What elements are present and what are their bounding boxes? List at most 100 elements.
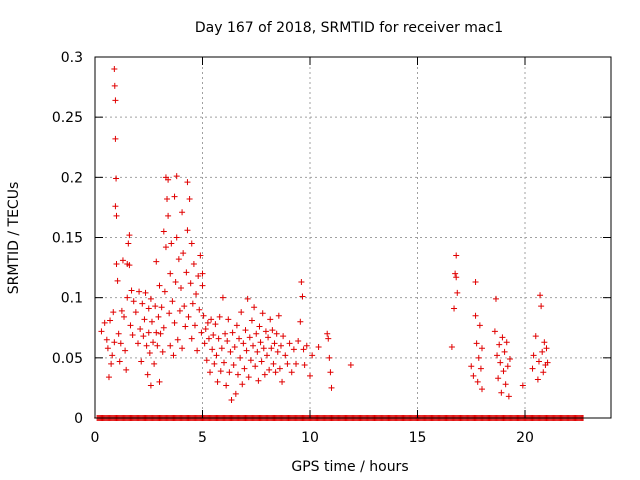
data-point — [244, 295, 251, 302]
data-point — [298, 279, 305, 286]
data-point — [193, 291, 200, 298]
data-point — [126, 262, 133, 269]
data-point — [103, 336, 110, 343]
data-point — [347, 362, 354, 369]
data-point — [256, 323, 263, 330]
data-point — [147, 382, 154, 389]
data-point — [191, 322, 198, 329]
data-point — [498, 389, 505, 396]
data-point — [112, 97, 119, 104]
data-point — [160, 324, 167, 331]
axis-ticks: 0 0.05 0.1 0.15 0.2 0.25 0.3 0 5 10 15 20 — [52, 50, 611, 446]
data-point — [253, 330, 260, 337]
data-point — [148, 318, 155, 325]
data-point — [174, 336, 181, 343]
data-point — [184, 179, 191, 186]
grid — [95, 57, 611, 418]
data-point — [116, 358, 123, 365]
data-point — [529, 365, 536, 372]
data-point — [219, 294, 226, 301]
data-point — [176, 307, 183, 314]
data-point — [254, 348, 261, 355]
data-point — [199, 282, 206, 289]
data-point — [273, 330, 280, 337]
data-point — [138, 358, 145, 365]
y-tick-label: 0.1 — [61, 291, 83, 307]
data-point — [266, 366, 273, 373]
data-point — [161, 288, 168, 295]
plot-frame — [94, 56, 612, 419]
data-point — [167, 342, 174, 349]
data-point — [109, 352, 116, 359]
data-point — [150, 339, 157, 346]
data-point — [538, 303, 545, 310]
data-point — [504, 363, 511, 370]
data-point — [297, 318, 304, 325]
data-point — [127, 322, 134, 329]
data-point — [121, 313, 128, 320]
data-point — [154, 342, 161, 349]
data-point — [129, 331, 136, 338]
data-point — [286, 340, 293, 347]
data-point — [205, 335, 212, 342]
data-point — [190, 260, 197, 267]
data-point — [216, 313, 223, 320]
data-point — [173, 234, 180, 241]
data-point — [111, 66, 118, 73]
data-point — [179, 345, 186, 352]
data-point — [476, 322, 483, 329]
data-point — [293, 360, 300, 367]
data-point — [494, 352, 501, 359]
data-point — [170, 352, 177, 359]
data-point — [145, 329, 152, 336]
data-point — [267, 316, 274, 323]
data-point — [221, 359, 227, 366]
data-point — [125, 240, 132, 247]
data-point — [212, 321, 219, 328]
data-point — [270, 360, 277, 367]
data-point — [451, 305, 458, 312]
data-point — [187, 280, 194, 287]
data-point — [479, 345, 485, 352]
data-point — [269, 327, 276, 334]
data-point — [288, 369, 295, 376]
data-point — [475, 354, 482, 361]
data-point — [184, 227, 191, 234]
data-point — [222, 330, 229, 337]
data-point — [496, 341, 503, 348]
data-point — [492, 295, 499, 302]
data-point — [153, 258, 160, 265]
data-point — [239, 381, 246, 388]
data-point — [232, 390, 239, 397]
data-point — [122, 347, 129, 354]
data-point — [479, 386, 485, 393]
y-axis-title: SRMTID / TECUs — [6, 182, 22, 295]
data-point — [124, 294, 131, 301]
data-point — [500, 368, 507, 375]
data-point — [324, 330, 331, 337]
data-point — [172, 279, 179, 286]
data-point — [497, 359, 504, 366]
y-tick-label: 0.25 — [52, 110, 83, 126]
data-point — [166, 310, 173, 317]
data-point — [112, 135, 119, 142]
data-point — [135, 340, 141, 347]
data-point — [118, 307, 125, 314]
data-point — [200, 312, 207, 319]
data-point — [105, 374, 112, 381]
data-point — [501, 348, 508, 355]
data-point — [279, 378, 286, 385]
data-point — [171, 319, 178, 326]
data-point — [153, 329, 160, 336]
data-point — [217, 368, 224, 375]
data-point — [98, 328, 105, 335]
data-point — [309, 352, 316, 359]
data-point — [271, 340, 278, 347]
data-point — [158, 304, 165, 311]
data-point — [280, 333, 287, 340]
data-point — [143, 342, 150, 349]
data-point — [252, 363, 259, 370]
data-point — [237, 354, 244, 361]
data-point — [225, 316, 232, 323]
data-point — [274, 348, 281, 355]
